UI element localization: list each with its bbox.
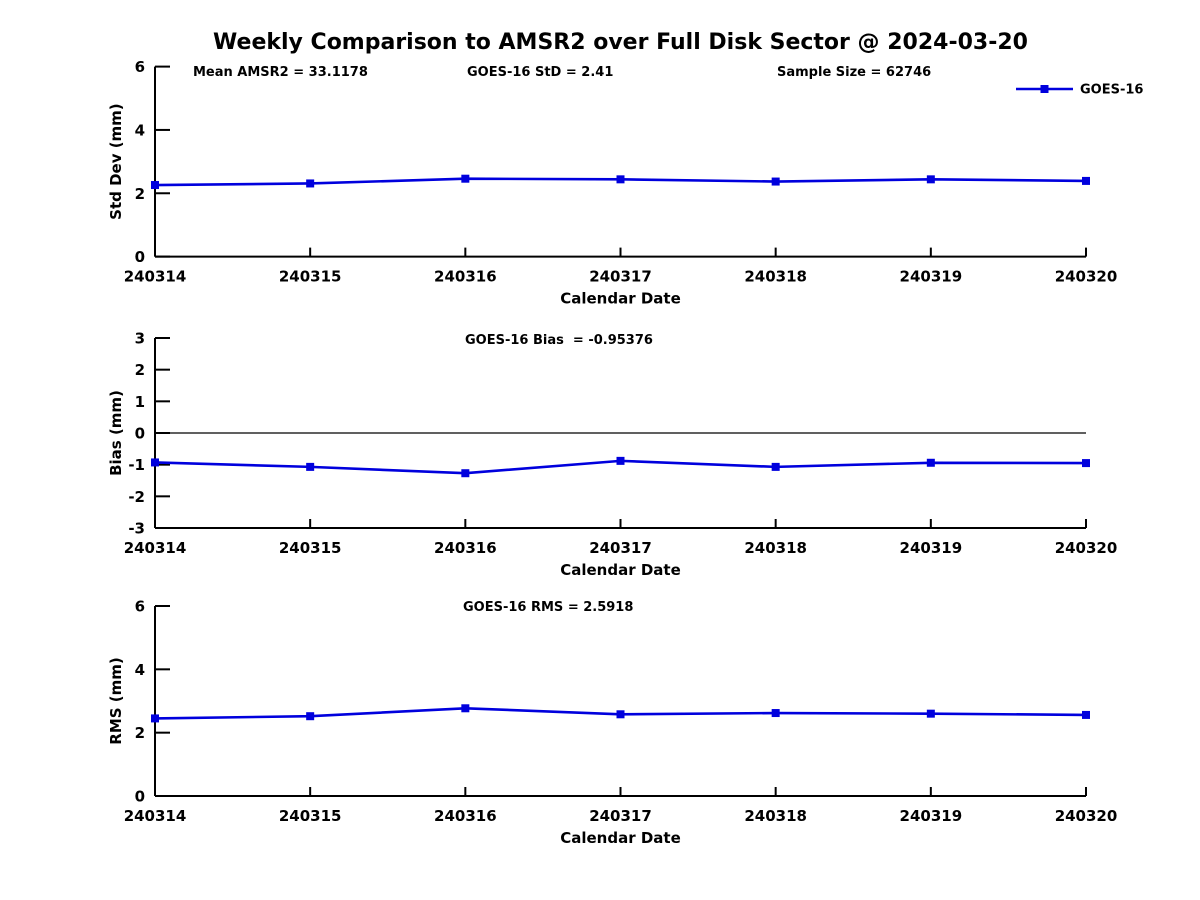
subplot-bias: -3 -2 -1 0 1 2 3 240314 240315 240316 240317 240318… (107, 330, 1117, 580)
data-point (771, 462, 780, 471)
data-point (926, 175, 935, 184)
y-tick-label: 0 (135, 425, 145, 443)
x-tick-label: 240316 (434, 268, 497, 286)
data-point (306, 462, 315, 471)
stat-annotation: GOES-16 Bias = -0.95376 (465, 333, 653, 348)
y-tick-label: 0 (135, 788, 145, 806)
data-point (461, 174, 470, 183)
data-point (616, 175, 625, 184)
data-point (616, 710, 625, 719)
data-point (926, 709, 935, 718)
x-tick-label: 240318 (744, 807, 807, 825)
y-tick-label: 6 (135, 598, 145, 616)
y-axis-label: RMS (mm) (107, 657, 125, 744)
y-tick-label: 4 (135, 121, 145, 139)
x-axis-label: Calendar Date (560, 829, 681, 847)
y-tick-label: 3 (135, 330, 145, 348)
data-point (151, 181, 159, 190)
subplot-std-dev: 0 2 4 6 240314 240315 240316 240317 240318 240319… (107, 58, 1143, 308)
legend-label: GOES-16 (1080, 83, 1143, 98)
x-axis-label: Calendar Date (560, 290, 681, 308)
data-point (306, 179, 315, 188)
legend: GOES-16 (1016, 83, 1143, 98)
data-point (616, 456, 625, 465)
data-point (771, 709, 780, 718)
y-tick-label: 4 (135, 661, 145, 679)
y-tick-label: 2 (135, 724, 145, 742)
x-tick-label: 240320 (1055, 539, 1118, 557)
x-axis-label: Calendar Date (560, 561, 681, 579)
legend-marker (1040, 85, 1049, 93)
y-tick-label: -3 (128, 520, 145, 538)
x-tick-label: 240315 (279, 268, 342, 286)
stat-annotation: Sample Size = 62746 (777, 65, 931, 80)
stat-annotation: GOES-16 StD = 2.41 (467, 65, 613, 80)
y-axis-label: Std Dev (mm) (107, 103, 125, 220)
data-point (306, 712, 315, 721)
y-tick-label: 6 (135, 58, 145, 76)
data-point (1082, 459, 1090, 468)
data-point (1082, 710, 1090, 719)
stat-annotation: Mean AMSR2 = 33.1178 (193, 65, 368, 80)
x-tick-label: 240320 (1055, 268, 1118, 286)
x-tick-label: 240314 (124, 268, 187, 286)
x-tick-label: 240319 (900, 268, 963, 286)
y-tick-label: 0 (135, 248, 145, 266)
x-tick-label: 240320 (1055, 807, 1118, 825)
data-point (926, 458, 935, 467)
y-tick-label: -1 (128, 456, 145, 474)
data-point (461, 704, 470, 713)
y-tick-label: -2 (128, 488, 145, 506)
x-tick-label: 240317 (589, 539, 652, 557)
x-tick-label: 240319 (900, 539, 963, 557)
y-axis-label: Bias (mm) (107, 390, 125, 476)
data-point (461, 469, 470, 478)
x-tick-label: 240319 (900, 807, 963, 825)
x-tick-label: 240314 (124, 539, 187, 557)
y-tick-label: 2 (135, 185, 145, 203)
data-point (771, 177, 780, 186)
y-tick-label: 2 (135, 361, 145, 379)
y-tick-label: 1 (135, 393, 145, 411)
subplot-rms: 0 2 4 6 240314 240315 240316 240317 240318 240319… (107, 598, 1117, 848)
x-tick-label: 240315 (279, 807, 342, 825)
x-tick-label: 240315 (279, 539, 342, 557)
x-tick-label: 240314 (124, 807, 187, 825)
x-tick-label: 240316 (434, 539, 497, 557)
x-tick-label: 240316 (434, 807, 497, 825)
data-point (151, 458, 159, 467)
x-tick-label: 240318 (744, 268, 807, 286)
stat-annotation: GOES-16 RMS = 2.5918 (463, 600, 633, 615)
x-tick-label: 240317 (589, 268, 652, 286)
x-tick-label: 240317 (589, 807, 652, 825)
x-tick-label: 240318 (744, 539, 807, 557)
chart-title: Weekly Comparison to AMSR2 over Full Dis… (213, 30, 1028, 55)
data-point (151, 714, 159, 723)
data-point (1082, 176, 1090, 185)
